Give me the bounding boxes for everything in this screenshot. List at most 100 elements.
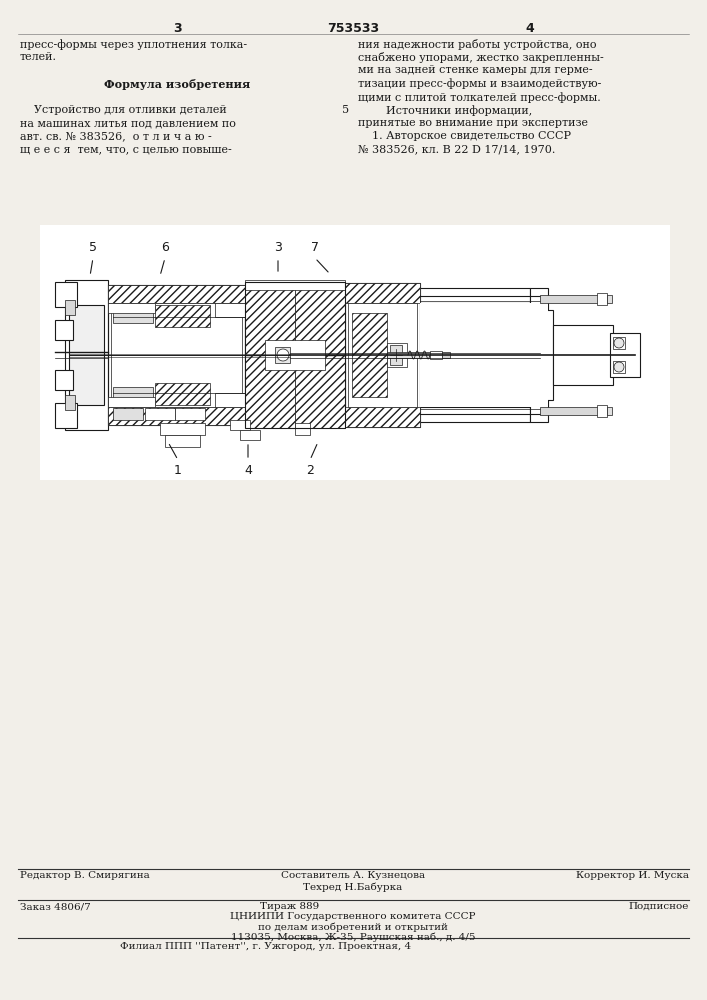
Bar	[345, 283, 420, 427]
Text: на машинах литья под давлением по: на машинах литья под давлением по	[20, 118, 236, 128]
Bar	[108, 397, 155, 407]
Text: Заказ 4806/7: Заказ 4806/7	[20, 902, 90, 911]
Bar	[245, 280, 345, 290]
Bar	[55, 282, 77, 307]
Bar	[420, 288, 530, 303]
Text: щими с плитой толкателей пресс-формы.: щими с плитой толкателей пресс-формы.	[358, 92, 601, 103]
Bar	[165, 435, 200, 447]
Bar	[108, 303, 155, 313]
Circle shape	[614, 362, 624, 372]
Text: 7: 7	[311, 241, 319, 254]
Text: 1. Авторское свидетельство СССР: 1. Авторское свидетельство СССР	[358, 131, 571, 141]
Bar	[265, 340, 325, 370]
Bar	[430, 351, 442, 359]
Text: 1: 1	[174, 464, 182, 477]
Bar	[540, 295, 605, 303]
Bar	[55, 370, 73, 390]
Bar	[245, 282, 345, 428]
Text: по делам изобретений и открытий: по делам изобретений и открытий	[258, 922, 448, 932]
Text: 6: 6	[161, 241, 169, 254]
Bar	[530, 288, 548, 422]
Text: Подписное: Подписное	[629, 902, 689, 911]
Bar	[607, 295, 612, 303]
Bar	[215, 393, 245, 407]
Text: телей.: телей.	[20, 52, 57, 62]
Bar	[113, 387, 153, 405]
Bar	[345, 407, 420, 427]
Bar	[442, 352, 450, 358]
Text: Редактор В. Смирягина: Редактор В. Смирягина	[20, 871, 150, 880]
Bar	[275, 347, 290, 363]
Bar	[65, 395, 75, 410]
Bar	[295, 282, 345, 355]
Text: ми на задней стенке камеры для герме-: ми на задней стенке камеры для герме-	[358, 65, 592, 75]
Bar	[113, 305, 153, 323]
Bar	[155, 305, 210, 327]
Bar	[610, 333, 640, 377]
Text: 3: 3	[274, 241, 282, 254]
Bar	[540, 407, 605, 415]
Bar	[597, 293, 607, 305]
Text: 5: 5	[89, 241, 97, 254]
Text: принятые во внимание при экспертизе: принятые во внимание при экспертизе	[358, 118, 588, 128]
Text: Корректор И. Муска: Корректор И. Муска	[576, 871, 689, 880]
Bar	[553, 325, 613, 385]
Text: 4: 4	[244, 464, 252, 477]
Bar	[245, 282, 295, 355]
Bar	[613, 337, 625, 349]
Text: 5: 5	[342, 105, 349, 115]
Text: ЦНИИПИ Государственного комитета СССР: ЦНИИПИ Государственного комитета СССР	[230, 912, 476, 921]
Bar	[295, 423, 310, 435]
Bar	[245, 355, 295, 428]
Text: тизации пресс-формы и взаимодействую-: тизации пресс-формы и взаимодействую-	[358, 79, 602, 89]
Bar	[240, 430, 260, 440]
Text: № 383526, кл. В 22 D 17/14, 1970.: № 383526, кл. В 22 D 17/14, 1970.	[358, 145, 556, 155]
Bar	[613, 361, 625, 373]
Bar	[65, 300, 75, 315]
Bar	[55, 403, 77, 428]
Text: 113035, Москва, Ж-35, Раушская наб., д. 4/5: 113035, Москва, Ж-35, Раушская наб., д. …	[230, 932, 475, 942]
Bar	[40, 225, 670, 480]
Bar	[175, 408, 205, 420]
Bar	[55, 320, 73, 340]
Bar	[420, 303, 548, 407]
Bar	[535, 310, 553, 400]
Bar	[215, 303, 245, 317]
Bar	[113, 408, 143, 420]
Text: 3: 3	[173, 22, 181, 35]
Circle shape	[277, 349, 289, 361]
Text: Техред Н.Бабурка: Техред Н.Бабурка	[303, 882, 402, 892]
Bar	[345, 283, 420, 303]
Bar	[387, 343, 407, 367]
Bar	[348, 303, 417, 407]
Bar	[108, 285, 245, 425]
Text: Устройство для отливки деталей: Устройство для отливки деталей	[20, 105, 227, 115]
Bar	[607, 407, 612, 415]
Text: 4: 4	[525, 22, 534, 35]
Bar	[597, 405, 607, 417]
Bar	[295, 355, 345, 428]
Text: Тираж 889: Тираж 889	[260, 902, 320, 911]
Bar	[160, 423, 205, 435]
Bar	[65, 280, 108, 430]
Bar	[230, 420, 250, 430]
Bar	[145, 408, 175, 420]
Bar	[108, 407, 245, 425]
Text: авт. св. № 383526,  о т л и ч а ю -: авт. св. № 383526, о т л и ч а ю -	[20, 131, 212, 141]
Bar	[69, 305, 104, 405]
Text: Филиал ППП ''Патент'', г. Ужгород, ул. Проектная, 4: Филиал ППП ''Патент'', г. Ужгород, ул. П…	[120, 942, 411, 951]
Bar	[352, 313, 387, 397]
Text: пресс-формы через уплотнения толка-: пресс-формы через уплотнения толка-	[20, 39, 247, 50]
Bar	[108, 285, 245, 303]
Text: снабжено упорами, жестко закрепленны-: снабжено упорами, жестко закрепленны-	[358, 52, 604, 63]
Text: 2: 2	[306, 464, 314, 477]
Bar	[390, 345, 402, 365]
Bar	[155, 383, 210, 405]
Bar	[420, 407, 530, 422]
Text: 753533: 753533	[327, 22, 379, 35]
Text: Формула изобретения: Формула изобретения	[104, 79, 250, 90]
Text: Составитель А. Кузнецова: Составитель А. Кузнецова	[281, 871, 425, 880]
Bar	[111, 303, 242, 407]
Circle shape	[614, 338, 624, 348]
Bar	[387, 352, 437, 358]
